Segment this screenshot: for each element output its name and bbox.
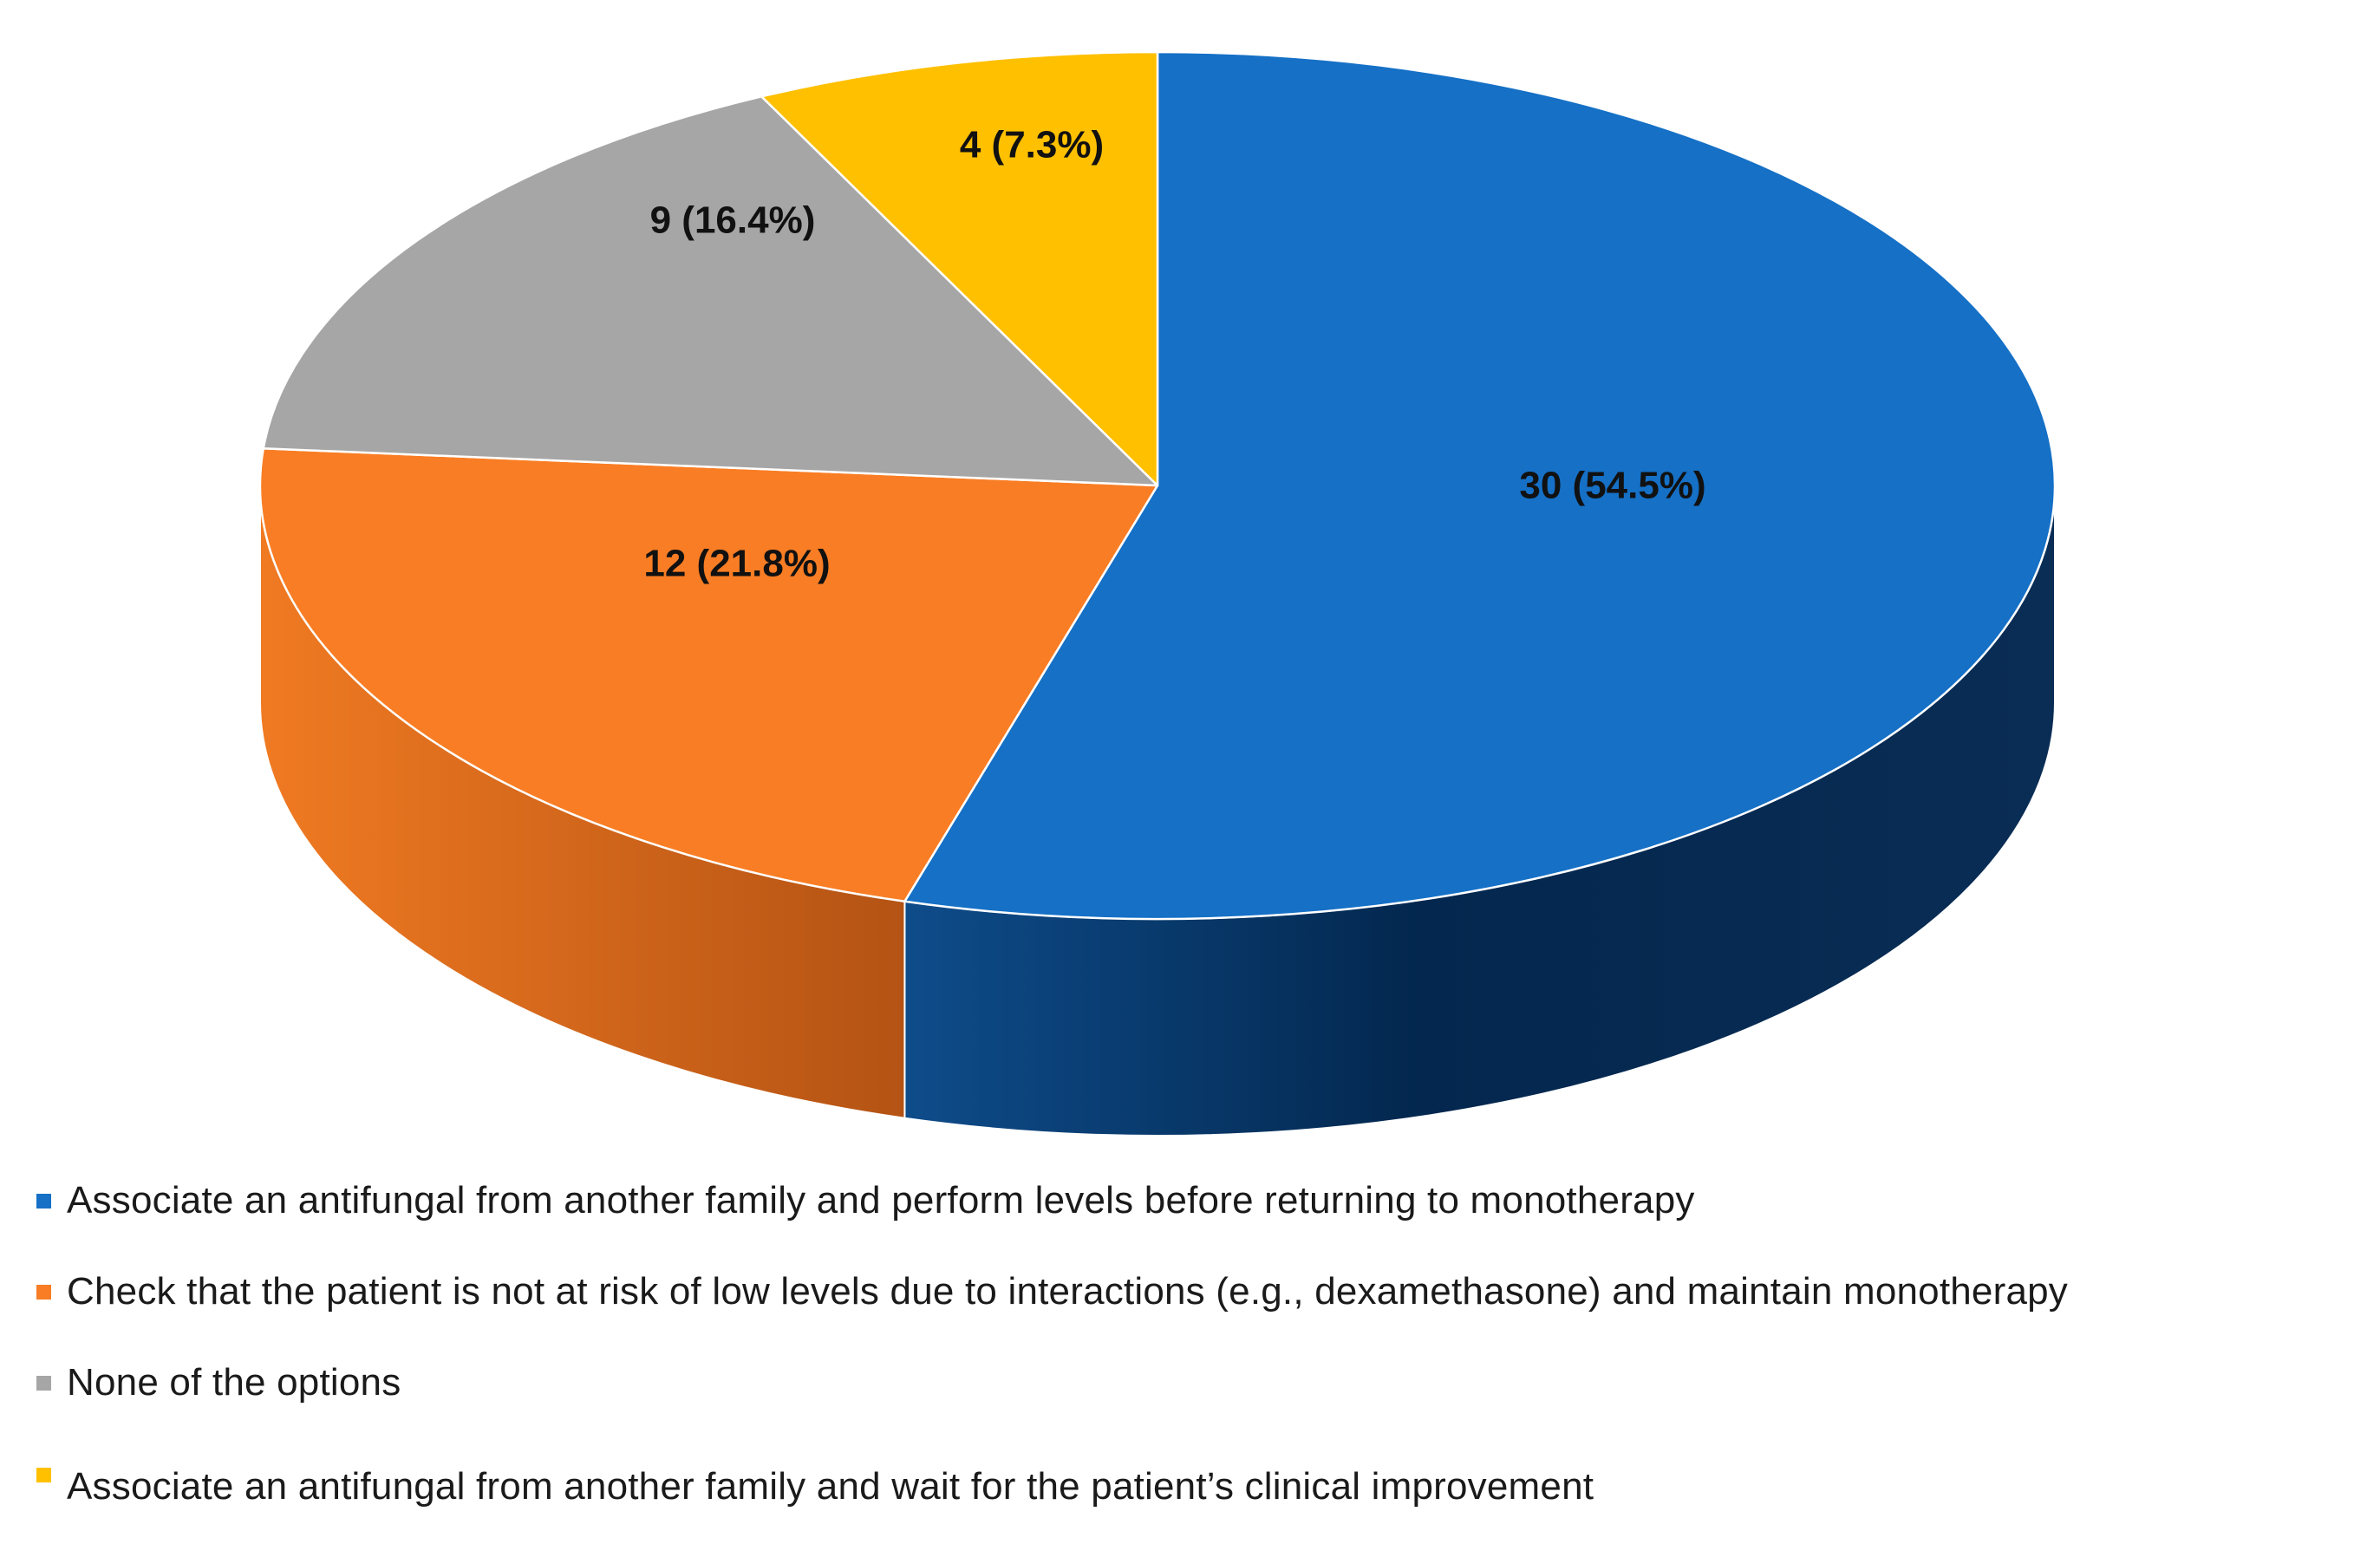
legend-swatch-1 — [36, 1193, 51, 1208]
pie-slice-3 — [262, 95, 1159, 487]
legend-label-3: None of the options — [67, 1361, 401, 1404]
slice-label-3: 9 (16.4%) — [650, 199, 816, 242]
legend-label-4: Associate an antifungal from another fam… — [67, 1465, 1594, 1508]
pie-slice-1 — [903, 50, 2057, 921]
slice-label-1: 30 (54.5%) — [1519, 465, 1705, 507]
legend-item-2: Check that the patient is not at risk of… — [36, 1266, 2068, 1318]
slice-label-4: 4 (7.3%) — [960, 124, 1104, 166]
legend-swatch-2 — [36, 1284, 51, 1300]
pie-slice-2 — [258, 446, 1159, 902]
legend-swatch-3 — [36, 1375, 51, 1391]
pie-slice-labels: 30 (54.5%) 12 (21.8%) 9 (16.4%) 4 (7.3%) — [643, 124, 1705, 585]
legend-swatch-4 — [36, 1467, 51, 1482]
legend-label-1: Associate an antifungal from another fam… — [67, 1179, 1695, 1222]
slice-label-2: 12 (21.8%) — [643, 543, 830, 585]
legend-item-4: Associate an antifungal from another fam… — [36, 1461, 1594, 1513]
legend-label-2: Check that the patient is not at risk of… — [67, 1270, 2068, 1313]
pie-slice-4 — [760, 50, 1159, 487]
pie-3d-tops — [258, 50, 2057, 921]
legend-item-1: Associate an antifungal from another fam… — [36, 1175, 1695, 1227]
pie-chart: 30 (54.5%) 12 (21.8%) 9 (16.4%) 4 (7.3%) — [258, 50, 2057, 1137]
legend-item-3: None of the options — [36, 1357, 401, 1409]
